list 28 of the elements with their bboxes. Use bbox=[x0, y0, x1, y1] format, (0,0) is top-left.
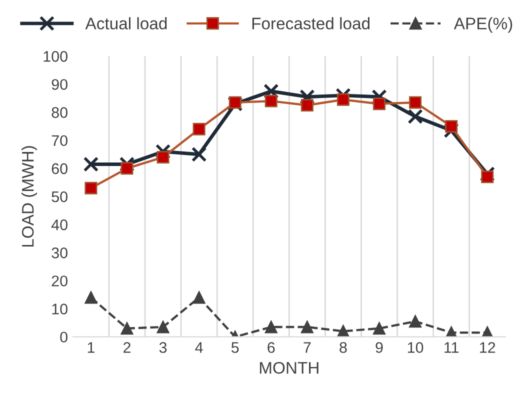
y-tick-label: 50 bbox=[52, 191, 68, 202]
x-tick-label: 12 bbox=[480, 342, 496, 353]
x-axis-title: MONTH bbox=[260, 362, 318, 374]
y-tick-label: 40 bbox=[51, 219, 68, 230]
y-tick-label: 80 bbox=[52, 107, 68, 118]
x-tick-label: 1 bbox=[88, 342, 94, 353]
legend-label: Forecasted load bbox=[252, 17, 370, 30]
x-tick-label: 8 bbox=[340, 342, 347, 353]
y-tick-label: 0 bbox=[60, 332, 68, 343]
x-tick-label: 10 bbox=[408, 342, 424, 353]
x-tick-label: 3 bbox=[159, 342, 167, 353]
x-tick-label: 6 bbox=[268, 342, 275, 353]
x-tick-label: 4 bbox=[195, 342, 203, 353]
legend-label: Actual load bbox=[85, 17, 167, 30]
x-tick-label: 2 bbox=[124, 342, 130, 353]
y-tick-label: 20 bbox=[52, 276, 68, 286]
y-tick-label: 10 bbox=[52, 304, 68, 314]
y-axis-title: LOAD (MWH) bbox=[22, 146, 38, 247]
x-tick-label: 11 bbox=[444, 342, 459, 353]
x-tick-label: 7 bbox=[304, 342, 311, 353]
legend-label: APE(%) bbox=[454, 17, 512, 33]
y-tick-label: 90 bbox=[52, 79, 68, 90]
y-tick-label: 70 bbox=[52, 135, 68, 146]
x-tick-label: 5 bbox=[231, 342, 239, 353]
y-tick-label: 60 bbox=[52, 163, 68, 174]
y-tick-label: 100 bbox=[44, 51, 68, 62]
x-tick-label: 9 bbox=[376, 342, 383, 353]
y-tick-label: 30 bbox=[52, 248, 68, 258]
